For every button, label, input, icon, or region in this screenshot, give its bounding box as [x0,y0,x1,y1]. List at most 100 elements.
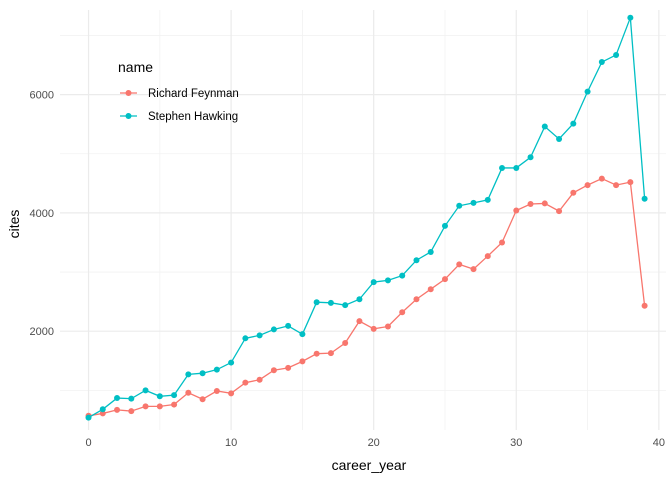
data-point [213,366,220,373]
data-point [499,239,506,246]
legend-label: Richard Feynman [148,88,239,100]
data-point [299,358,306,365]
data-point [584,182,591,189]
data-point [242,379,249,386]
data-point [613,182,620,189]
data-point [641,302,648,309]
data-point [584,88,591,95]
data-point [256,376,263,383]
legend-key-point [125,90,132,96]
data-point [128,408,135,415]
data-point [499,164,506,171]
data-point [570,120,577,127]
data-point [285,364,292,371]
data-point [270,326,277,333]
data-point [356,318,363,325]
series-richard-feynman [85,175,648,419]
data-point [413,296,420,303]
legend-title: name [118,59,153,75]
series-stephen-hawking [85,14,648,421]
data-point [513,164,520,171]
series-line [88,177,646,417]
x-axis-title: career_year [332,457,407,473]
data-point [142,387,149,394]
data-point [570,189,577,196]
data-point [270,367,277,374]
data-point [199,396,206,403]
data-point [513,207,520,214]
data-point [313,299,320,306]
data-point [598,59,605,66]
data-point [627,14,634,21]
data-point [114,395,121,402]
data-point [556,135,563,142]
x-tick-label: 30 [510,437,522,449]
data-point [185,371,192,378]
data-point [470,266,477,273]
y-tick-label: 6000 [30,90,54,102]
legend-item: Stephen Hawking [120,111,238,123]
data-point [213,387,220,394]
data-point [171,392,178,399]
data-point [114,406,121,413]
data-point [384,323,391,330]
legend-key-point [125,113,132,119]
data-point [99,410,106,417]
data-point [327,299,334,306]
data-point [556,208,563,215]
data-point [598,175,605,182]
data-point [128,395,135,402]
legend: name Richard Feynman Stephen Hawking [118,59,239,123]
data-point [342,302,349,309]
data-point [313,350,320,357]
data-point [142,403,149,410]
x-tick-label: 40 [653,437,665,449]
data-point [356,296,363,303]
data-point [427,286,434,293]
data-point [641,195,648,202]
y-axis-title: cites [6,210,22,239]
series-line [88,17,646,419]
data-point [256,332,263,339]
data-point [441,222,448,229]
data-point [228,390,235,397]
x-tick-label: 20 [368,437,380,449]
tick-labels: 0 10 20 30 40 2000 4000 6000 [30,90,665,449]
data-point [299,331,306,338]
data-point [484,196,491,203]
data-point [342,340,349,347]
x-tick-label: 0 [85,437,91,449]
data-point [413,257,420,264]
data-point [85,414,92,421]
data-point [185,389,192,396]
data-point [484,253,491,260]
legend-item: Richard Feynman [120,88,239,100]
data-point [228,359,235,366]
x-tick-label: 10 [225,437,237,449]
data-point [99,406,106,413]
data-point [541,200,548,207]
data-point [399,272,406,279]
data-point [456,261,463,268]
data-point [456,202,463,209]
data-point [242,335,249,342]
data-point [527,154,534,161]
data-point [370,325,377,332]
data-point [627,179,634,186]
data-point [399,309,406,316]
data-point [171,401,178,408]
data-point [613,51,620,58]
data-point [199,370,206,377]
data-point [427,248,434,255]
y-tick-label: 4000 [30,208,54,220]
data-point [384,277,391,284]
data-point [441,276,448,283]
series-layer [85,14,648,421]
data-point [327,350,334,357]
y-tick-label: 2000 [30,326,54,338]
data-point [370,279,377,286]
data-point [527,201,534,208]
data-point [285,322,292,329]
grid-lines [60,10,666,430]
